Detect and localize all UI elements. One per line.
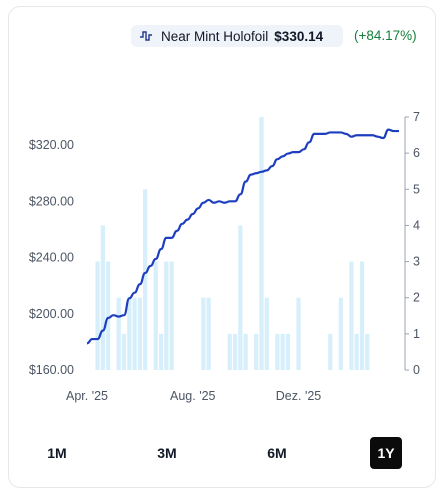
y-tick-label-right: 4 xyxy=(413,218,420,232)
volume-bar xyxy=(338,297,343,370)
y-axis-left: $160.00 $200.00 $240.00 $280.00 $320.00 xyxy=(29,138,74,377)
volume-bar xyxy=(365,333,370,370)
volume-bar xyxy=(169,261,174,370)
x-tick-label: Apr. '25 xyxy=(66,389,108,403)
volume-bar xyxy=(143,189,148,370)
volume-bar xyxy=(280,333,285,370)
volume-bar xyxy=(359,261,365,370)
volume-bar xyxy=(275,333,280,370)
line-chart-icon xyxy=(140,31,152,41)
volume-bar xyxy=(201,297,206,370)
price-line xyxy=(86,128,399,345)
current-price: $330.14 xyxy=(274,28,324,44)
volume-bar xyxy=(206,297,211,370)
range-selector: 1M 3M 6M 1Y xyxy=(0,436,445,470)
volume-bar xyxy=(153,261,158,370)
y-tick-label: $280.00 xyxy=(29,194,74,208)
volume-bar xyxy=(121,333,127,370)
series-name: Near Mint Holofoil xyxy=(161,28,269,44)
volume-bar xyxy=(158,333,164,370)
y-axis-right: 0 1 2 3 4 5 6 7 xyxy=(404,110,420,377)
y-tick-label-right: 6 xyxy=(413,146,420,160)
y-tick-label: $160.00 xyxy=(29,363,74,377)
y-tick-label: $240.00 xyxy=(29,251,74,265)
volume-bar xyxy=(95,261,100,370)
x-tick-label: Aug. '25 xyxy=(170,389,216,403)
volume-bar xyxy=(238,225,243,370)
volume-bar xyxy=(232,333,238,370)
volume-bar xyxy=(285,333,291,370)
volume-bar xyxy=(116,297,121,370)
y-tick-label-right: 3 xyxy=(413,255,420,269)
range-tab-6m[interactable]: 6M xyxy=(267,445,287,461)
range-tab-1y[interactable]: 1Y xyxy=(370,437,402,469)
price-history-card xyxy=(8,6,436,488)
y-tick-label-right: 1 xyxy=(413,327,420,341)
y-tick-label-right: 5 xyxy=(413,182,420,196)
price-series-line xyxy=(86,128,399,345)
y-tick-label: $320.00 xyxy=(29,138,74,152)
volume-bar xyxy=(164,261,169,370)
volume-bar xyxy=(349,261,354,370)
y-tick-label: $200.00 xyxy=(29,307,74,321)
volume-bar xyxy=(328,333,333,370)
volume-bar xyxy=(127,297,132,370)
volume-bar xyxy=(100,225,105,370)
x-tick-label: Dez. '25 xyxy=(276,389,322,403)
volume-bar xyxy=(296,297,301,370)
volume-bar xyxy=(264,297,269,370)
volume-bar xyxy=(354,333,359,370)
range-tab-1m[interactable]: 1M xyxy=(47,445,67,461)
y-tick-label-right: 7 xyxy=(413,110,420,124)
volume-bar xyxy=(227,333,232,370)
series-legend[interactable]: Near Mint Holofoil $330.14 xyxy=(131,25,343,47)
y-tick-label-right: 0 xyxy=(413,363,420,377)
volume-bar xyxy=(137,297,142,370)
price-change: (+84.17%) xyxy=(354,28,417,43)
x-axis: Apr. '25 Aug. '25 Dez. '25 xyxy=(66,389,321,403)
volume-bar xyxy=(106,261,111,370)
volume-bar xyxy=(132,297,137,370)
volume-bar xyxy=(259,117,264,370)
volume-bar xyxy=(254,333,259,370)
price-chart[interactable]: $160.00 $200.00 $240.00 $280.00 $320.00 0 1 2 3… xyxy=(0,0,445,420)
volume-bars xyxy=(95,117,370,370)
range-tab-3m[interactable]: 3M xyxy=(157,445,177,461)
volume-bar xyxy=(243,333,248,370)
y-tick-label-right: 2 xyxy=(413,291,420,305)
